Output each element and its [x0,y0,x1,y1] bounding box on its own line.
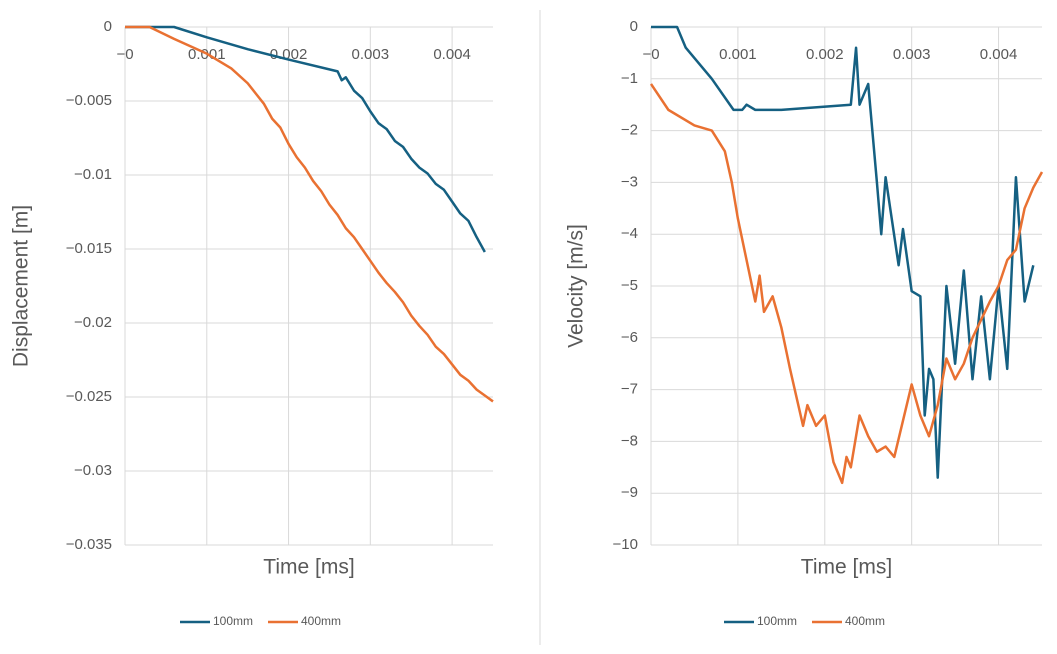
y-tick-label: −0.03 [74,462,112,479]
x-tick-label: 0.004 [433,46,471,63]
x-tick-label: 0.002 [806,46,844,63]
legend-label: 100mm [213,614,253,628]
y-tick-label: −10 [613,536,638,553]
line-series [125,25,486,253]
y-tick-label: −0.01 [74,166,112,183]
y-tick-label: −0.035 [66,536,112,553]
y-tick-label: −0.005 [66,92,112,109]
y-tick-label: 0 [630,18,638,35]
y-tick-label: −1 [621,70,638,87]
y-tick-label: 0 [104,18,112,35]
line-series [651,25,1035,479]
x-tick-label: 0.003 [352,46,390,63]
y-tick-label: −7 [621,381,638,398]
y-tick-label: −5 [621,277,638,294]
x-axis-title: Time [ms] [801,556,892,579]
legend-label: 400mm [845,614,885,628]
y-tick-label: −4 [621,225,638,242]
x-tick-label: 0.002 [270,46,308,63]
y-axis-title: Velocity [m/s] [565,224,588,348]
legend-label: 100mm [757,614,797,628]
x-tick-label: 0.001 [719,46,757,63]
legend-label: 400mm [301,614,341,628]
x-tick-label: 0.003 [893,46,931,63]
x-axis-title: Time [ms] [263,556,354,579]
y-axis-title: Displacement [m] [10,205,33,367]
y-tick-label: −6 [621,329,638,346]
x-tick-label: 0.004 [980,46,1018,63]
x-tick-label: −0 [642,46,659,63]
y-tick-label: −0.015 [66,240,112,257]
y-tick-label: −9 [621,484,638,501]
y-tick-label: −3 [621,173,638,190]
y-tick-label: −0.025 [66,388,112,405]
y-tick-label: −0.02 [74,314,112,331]
y-tick-label: −8 [621,432,638,449]
y-tick-label: −2 [621,122,638,139]
x-tick-label: −0 [116,46,133,63]
line-series [649,83,1044,485]
line-series [125,25,494,403]
